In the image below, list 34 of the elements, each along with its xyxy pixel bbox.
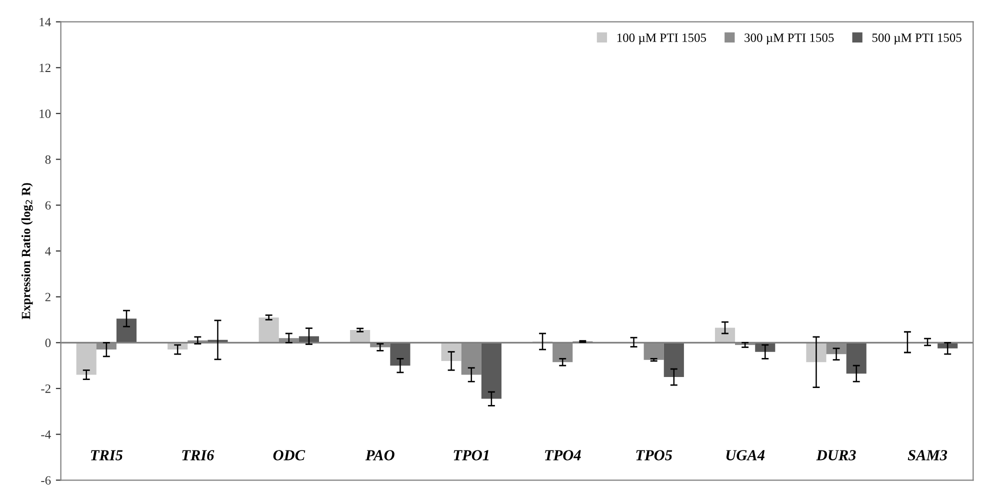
x-tick-label: TPO4 — [545, 450, 581, 460]
bar — [350, 330, 370, 343]
bar — [714, 328, 736, 343]
bar — [846, 342, 866, 374]
y-tick-label: -6 — [41, 476, 51, 485]
bar — [390, 342, 410, 366]
y-axis-title: Expression Ratio (log$_{2}$ R) — [21, 183, 33, 320]
legend-label: 100 µM PTI 1505 — [617, 34, 706, 44]
bar — [258, 317, 279, 343]
y-tick-label: 6 — [45, 201, 51, 210]
y-tick-label: 10 — [40, 110, 51, 118]
y-tick-label: -2 — [41, 384, 50, 393]
legend-label: 500 µM PTI 1505 — [872, 34, 962, 44]
y-tick-label: 8 — [45, 155, 51, 164]
x-tick-label: PAO — [365, 450, 394, 460]
y-tick-label: 0 — [45, 338, 51, 348]
legend-label: 300 µM PTI 1505 — [744, 34, 834, 44]
x-tick-label: TPO5 — [636, 450, 672, 460]
x-tick-label: TRI6 — [182, 450, 214, 460]
y-tick-label: 14 — [40, 18, 51, 26]
x-tick-label: TRI5 — [90, 450, 123, 460]
bar — [481, 342, 502, 399]
y-tick-label: 2 — [45, 292, 50, 302]
bar — [664, 342, 684, 378]
y-tick-label: -4 — [41, 430, 51, 439]
x-tick-label: TPO1 — [454, 450, 488, 460]
x-tick-label: UGA4 — [726, 450, 765, 460]
y-tick-label: 12 — [40, 64, 50, 72]
bar — [76, 342, 96, 375]
bar — [116, 318, 137, 343]
x-tick-label: DUR3 — [816, 450, 856, 460]
y-tick-label: 4 — [45, 247, 51, 256]
x-tick-label: ODC — [273, 450, 306, 460]
x-tick-label: SAM3 — [908, 450, 948, 460]
